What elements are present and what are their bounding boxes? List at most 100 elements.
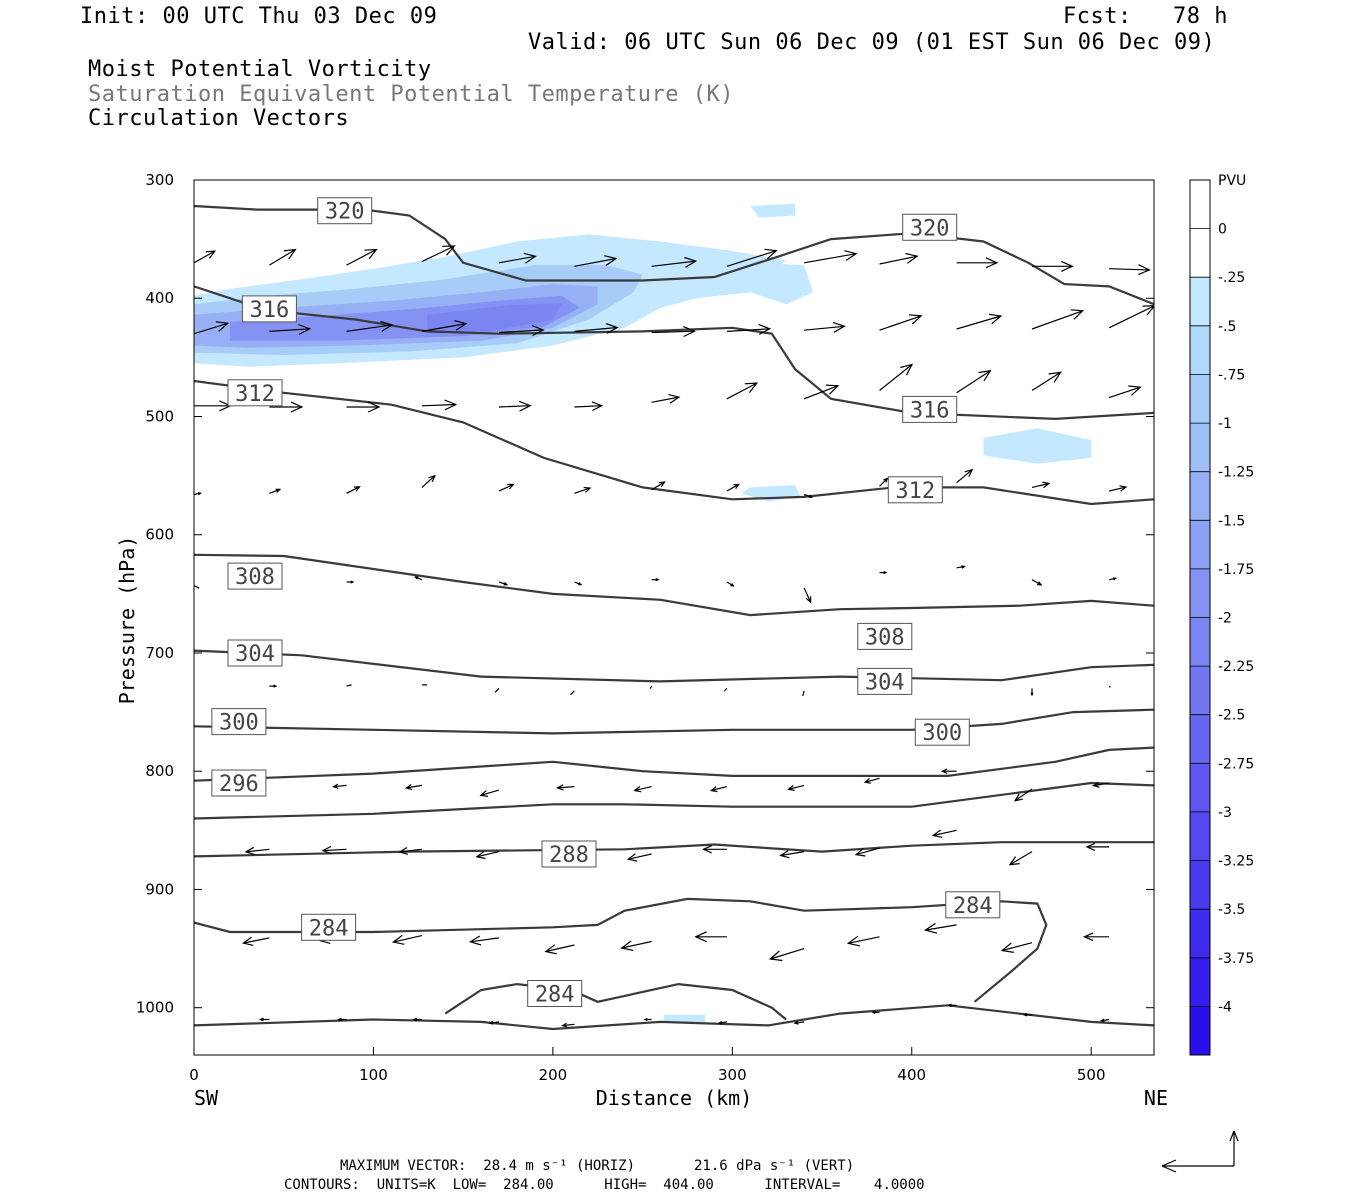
wind-vector-39 — [194, 492, 202, 496]
wind-vector-2 — [346, 248, 378, 266]
colorbar-frame — [1189, 179, 1211, 1056]
wind-vector-6 — [651, 256, 698, 268]
contour-label-300-10: 300 — [211, 708, 267, 736]
axes: 0 100 200 300 400 500 300 400 500 600 700 800 900 100… — [136, 171, 1154, 1084]
wind-vector-46 — [726, 483, 740, 492]
wind-vector-33 — [726, 382, 759, 400]
wind-vector-69 — [570, 690, 575, 696]
colorbar-swatch-9 — [1190, 666, 1210, 716]
wind-vector-28 — [346, 401, 381, 413]
wind-vector-80 — [709, 786, 728, 793]
theta-es-contours — [194, 204, 1154, 1031]
colorbar-swatch-2 — [1190, 325, 1210, 375]
wind-vector-59 — [726, 581, 735, 587]
wind-vector-0 — [194, 250, 217, 264]
wind-vector-76 — [404, 784, 422, 791]
pv-shade-6 — [983, 428, 1092, 464]
svg-text:284: 284 — [309, 916, 349, 941]
colorbar-level-7: -1.75 — [1218, 562, 1254, 578]
wind-vector-114 — [488, 1020, 500, 1025]
valid-time: Valid: 06 UTC Sun 06 Dec 09 (01 EST Sun … — [528, 30, 1216, 55]
colorbar-level-12: -3 — [1218, 805, 1232, 821]
wind-vector-26 — [194, 400, 232, 412]
wind-vector-65 — [269, 684, 278, 688]
wind-vector-7 — [726, 248, 778, 267]
contour-label-320-0: 320 — [317, 197, 373, 225]
contour-312-2 — [194, 379, 1154, 506]
colorbar-swatch-13 — [1190, 860, 1210, 910]
wind-vector-103 — [544, 944, 575, 955]
wind-vector-51 — [1108, 485, 1128, 492]
wind-vector-105 — [694, 931, 727, 943]
wind-vector-96 — [931, 829, 957, 838]
contour-label-304-8: 304 — [227, 639, 283, 667]
wind-vector-75 — [332, 783, 347, 789]
wind-vector-22 — [879, 314, 923, 331]
wind-vector-43 — [498, 483, 515, 492]
svg-text:296: 296 — [219, 772, 259, 797]
wind-vector-42 — [421, 474, 436, 488]
colorbar-swatch-7 — [1190, 568, 1210, 618]
wind-vector-90 — [475, 851, 500, 860]
x-tick-label-400: 400 — [897, 1066, 926, 1084]
field-title-mpv: Moist Potential Vorticity — [88, 57, 432, 82]
wind-vector-117 — [717, 1020, 727, 1025]
contour-288-8 — [194, 841, 1154, 858]
left-end-label: SW — [194, 1086, 219, 1110]
svg-text:320: 320 — [325, 200, 365, 225]
svg-text:316: 316 — [250, 298, 290, 323]
svg-text:312: 312 — [895, 479, 935, 504]
contour-label-284-15: 284 — [945, 891, 1001, 919]
wind-vector-16 — [421, 320, 468, 332]
contour-320-0 — [194, 204, 1154, 306]
wind-vector-99 — [241, 936, 270, 946]
contour-300-5 — [194, 708, 1154, 735]
wind-vector-4 — [498, 252, 537, 264]
wind-vector-36 — [956, 369, 992, 394]
colorbar-swatch-4 — [1190, 423, 1210, 473]
contour-284-9 — [194, 897, 1048, 1003]
wind-vector-74 — [1108, 685, 1111, 688]
contours-note: CONTOURS: UNITS=K LOW= 284.00 HIGH= 404.… — [284, 1177, 925, 1193]
wind-vector-106 — [768, 948, 805, 962]
svg-text:288: 288 — [549, 843, 589, 868]
wind-vector-45 — [651, 481, 666, 491]
wind-vector-120 — [947, 1003, 957, 1008]
colorbar-swatch-12 — [1190, 811, 1210, 861]
wind-vector-41 — [346, 486, 361, 494]
svg-text:300: 300 — [219, 711, 259, 736]
wind-vector-57 — [574, 581, 583, 586]
pv-shade-4 — [427, 303, 562, 334]
field-title-theta-es: Saturation Equivalent Potential Temperat… — [88, 82, 735, 107]
wind-vector-58 — [651, 578, 660, 582]
colorbar-swatch-11 — [1190, 763, 1210, 813]
svg-text:320: 320 — [910, 216, 950, 241]
wind-vector-104 — [620, 940, 652, 951]
wind-vector-52 — [194, 585, 200, 589]
wind-vector-107 — [846, 935, 880, 947]
colorbar-level-15: -3.75 — [1218, 951, 1254, 967]
wind-vector-116 — [643, 1017, 652, 1022]
pv-shading — [194, 203, 1092, 1022]
x-axis-label: Distance (km) — [596, 1086, 753, 1110]
contour-label-320-1: 320 — [902, 213, 958, 241]
wind-vector-12 — [1109, 264, 1151, 276]
colorbar-level-2: -.5 — [1218, 319, 1236, 335]
colorbar-swatch-10 — [1190, 714, 1210, 764]
contour-308-3 — [194, 553, 1154, 617]
wind-vector-95 — [854, 847, 880, 857]
wind-vector-17 — [498, 325, 545, 337]
contour-label-308-6: 308 — [227, 562, 283, 590]
x-tick-label-0: 0 — [189, 1066, 199, 1084]
y-tick-label-700: 700 — [145, 644, 174, 662]
wind-vector-9 — [879, 252, 919, 265]
colorbar-level-10: -2.5 — [1218, 708, 1245, 724]
wind-vector-83 — [940, 768, 957, 775]
contour-296-6 — [194, 746, 1154, 782]
wind-vector-24 — [1031, 309, 1085, 330]
wind-vector-8 — [803, 250, 858, 264]
wind-vector-44 — [574, 486, 592, 494]
wind-vector-113 — [412, 1017, 422, 1022]
y-tick-label-600: 600 — [145, 526, 174, 544]
wind-vector-77 — [479, 789, 500, 797]
